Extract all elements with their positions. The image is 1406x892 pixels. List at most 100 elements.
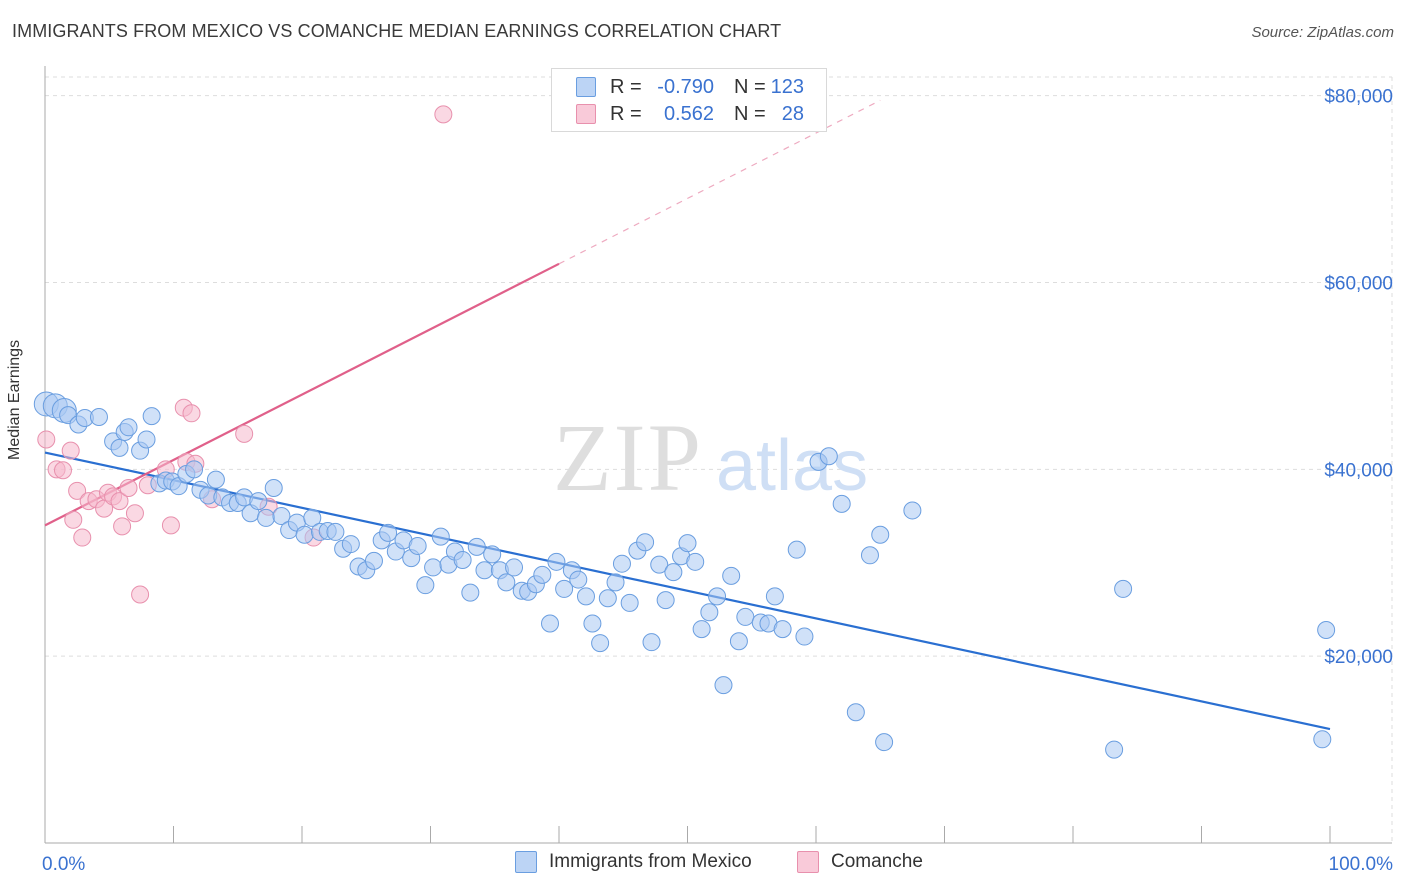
axes bbox=[44, 66, 1392, 844]
mexico-point bbox=[591, 634, 610, 653]
mexico-point bbox=[1114, 579, 1133, 598]
mexico-point bbox=[483, 545, 502, 564]
comanche-point bbox=[61, 441, 80, 460]
legend-r-value: 0.562 bbox=[663, 102, 714, 125]
legend-n-label: N = bbox=[734, 75, 766, 98]
comanche-point bbox=[161, 516, 180, 535]
mexico-point bbox=[541, 614, 560, 633]
comanche-point bbox=[235, 424, 254, 443]
mexico-point bbox=[903, 501, 922, 520]
mexico-point bbox=[708, 587, 727, 606]
mexico-point bbox=[408, 536, 427, 555]
mexico-point bbox=[416, 576, 435, 595]
mexico-point bbox=[722, 566, 741, 585]
mexico-point bbox=[832, 494, 851, 513]
mexico-point bbox=[555, 579, 574, 598]
mexico-point bbox=[1313, 730, 1332, 749]
mexico-point bbox=[576, 587, 595, 606]
mexico-point bbox=[612, 554, 631, 573]
bottom-legend-label: Immigrants from Mexico bbox=[549, 851, 752, 872]
mexico-point bbox=[692, 620, 711, 639]
mexico-point bbox=[379, 523, 398, 542]
mexico-point bbox=[583, 614, 602, 633]
mexico-point bbox=[819, 447, 838, 466]
mexico-point bbox=[110, 438, 129, 457]
comanche-point bbox=[68, 481, 87, 500]
legend-r-label: R = bbox=[610, 102, 642, 125]
mexico-point bbox=[533, 565, 552, 584]
mexico-point bbox=[326, 522, 345, 541]
chart-title: IMMIGRANTS FROM MEXICO VS COMANCHE MEDIA… bbox=[12, 21, 782, 41]
legend-r-label: R = bbox=[610, 75, 642, 98]
mexico-point bbox=[569, 570, 588, 589]
comanche-point bbox=[119, 479, 138, 498]
mexico-point bbox=[249, 492, 268, 511]
watermark-zip: ZIP bbox=[553, 404, 703, 511]
comanche-point bbox=[113, 517, 132, 536]
x-tick-label-left: 0.0% bbox=[42, 854, 85, 875]
mexico-point bbox=[424, 558, 443, 577]
y-tick-label: $40,000 bbox=[1324, 460, 1393, 481]
bottom-legend-swatch-pink bbox=[797, 851, 819, 873]
mexico-point bbox=[341, 535, 360, 554]
legend-r-value: -0.790 bbox=[657, 75, 714, 98]
comanche-point bbox=[110, 492, 129, 511]
mexico-point bbox=[272, 507, 291, 526]
mexico-point bbox=[206, 470, 225, 489]
y-tick-labels: $20,000 $40,000 $60,000 $80,000 bbox=[1324, 87, 1393, 668]
mexico-point bbox=[664, 563, 683, 582]
source-label: Source: ZipAtlas.com bbox=[1251, 24, 1394, 41]
mexico-point bbox=[700, 603, 719, 622]
legend-row-comanche: R = 0.562 N = 28 bbox=[576, 102, 804, 126]
mexico-point bbox=[642, 633, 661, 652]
comanche-point bbox=[125, 504, 144, 523]
mexico-point bbox=[185, 460, 204, 479]
legend-swatch-pink bbox=[576, 104, 596, 124]
comanche-point bbox=[64, 510, 83, 529]
mexico-point bbox=[1105, 740, 1124, 759]
comanche-point bbox=[434, 105, 453, 124]
legend-n-value: 123 bbox=[770, 75, 804, 98]
x-tick-label-right: 100.0% bbox=[1329, 854, 1394, 875]
mexico-point bbox=[264, 479, 283, 498]
comanche-point bbox=[131, 585, 150, 604]
y-axis-label: Median Earnings bbox=[6, 339, 23, 460]
bottom-legend-label: Comanche bbox=[831, 851, 923, 872]
mexico-point bbox=[295, 525, 314, 544]
watermark-atlas: atlas bbox=[716, 426, 868, 506]
mexico-point bbox=[773, 620, 792, 639]
mexico-point bbox=[142, 407, 161, 426]
mexico-point bbox=[678, 534, 697, 553]
mexico-point bbox=[787, 540, 806, 559]
mexico-point bbox=[547, 552, 566, 571]
bottom-legend-mexico: Immigrants from Mexico bbox=[515, 851, 752, 873]
mexico-point bbox=[119, 418, 138, 437]
mexico-point bbox=[875, 733, 894, 752]
mexico-point bbox=[636, 533, 655, 552]
y-tick-label: $60,000 bbox=[1324, 274, 1393, 295]
legend-n-value: 28 bbox=[781, 102, 804, 125]
mexico-point bbox=[871, 525, 890, 544]
y-tick-label: $80,000 bbox=[1324, 87, 1393, 108]
comanche-point bbox=[53, 461, 72, 480]
mexico-point bbox=[606, 573, 625, 592]
mexico-point bbox=[137, 430, 156, 449]
mexico-point bbox=[497, 573, 516, 592]
comanche-point bbox=[73, 528, 92, 547]
legend: R = -0.790 N = 123 R = 0.562 N = 28 bbox=[551, 68, 827, 132]
mexico-point bbox=[765, 587, 784, 606]
mexico-point bbox=[364, 551, 383, 570]
mexico-point bbox=[686, 552, 705, 571]
comanche-point bbox=[37, 430, 56, 449]
mexico-point bbox=[846, 703, 865, 722]
mexico-point bbox=[598, 589, 617, 608]
legend-n-label: N = bbox=[734, 102, 766, 125]
mexico-point bbox=[89, 408, 108, 427]
x-tick-labels: 0.0% 100.0% bbox=[42, 854, 1393, 875]
y-tick-label: $20,000 bbox=[1324, 647, 1393, 668]
mexico-point bbox=[656, 591, 675, 610]
mexico-point bbox=[620, 593, 639, 612]
mexico-point bbox=[650, 555, 669, 574]
mexico-points bbox=[33, 391, 1336, 759]
